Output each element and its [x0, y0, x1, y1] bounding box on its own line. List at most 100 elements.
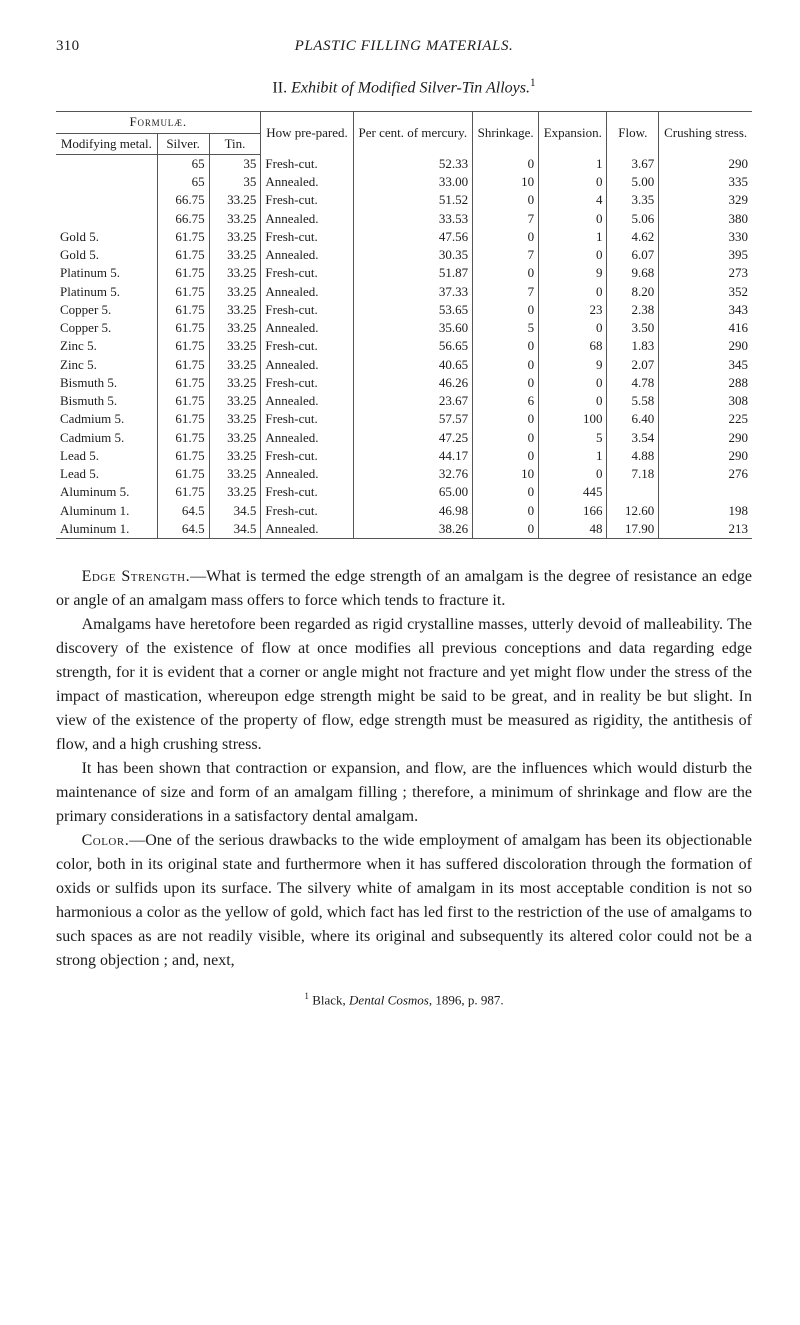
cell-expansion: 1: [539, 228, 607, 246]
cell-percent-mercury: 47.56: [353, 228, 473, 246]
cell-percent-mercury: 44.17: [353, 447, 473, 465]
cell-how-prepared: Fresh-cut.: [261, 502, 353, 520]
cell-expansion: 1: [539, 154, 607, 173]
cell-how-prepared: Fresh-cut.: [261, 301, 353, 319]
cell-shrinkage: 0: [473, 191, 539, 209]
table-row: Cadmium 5.61.7533.25Annealed.47.25053.54…: [56, 429, 752, 447]
table-row: Gold 5.61.7533.25Annealed.30.35706.07395: [56, 246, 752, 264]
th-percent-mercury: Per cent. of mercury.: [353, 112, 473, 155]
cell-shrinkage: 0: [473, 483, 539, 501]
cell-crushing-stress: 343: [659, 301, 752, 319]
cell-tin: 33.25: [209, 410, 261, 428]
cell-modifying-metal: Gold 5.: [56, 228, 157, 246]
cell-expansion: 0: [539, 465, 607, 483]
cell-tin: 35: [209, 154, 261, 173]
cell-flow: 7.18: [607, 465, 659, 483]
cell-tin: 34.5: [209, 520, 261, 539]
cell-flow: 4.88: [607, 447, 659, 465]
cell-flow: 3.54: [607, 429, 659, 447]
cell-flow: 17.90: [607, 520, 659, 539]
cell-tin: 33.25: [209, 465, 261, 483]
cell-tin: 33.25: [209, 246, 261, 264]
table-row: Copper 5.61.7533.25Fresh-cut.53.650232.3…: [56, 301, 752, 319]
table-caption: II. Exhibit of Modified Silver-Tin Alloy…: [56, 77, 752, 97]
cell-modifying-metal: Zinc 5.: [56, 337, 157, 355]
cell-crushing-stress: 290: [659, 429, 752, 447]
cell-modifying-metal: Bismuth 5.: [56, 392, 157, 410]
cell-expansion: 0: [539, 210, 607, 228]
cell-modifying-metal: [56, 154, 157, 173]
cell-how-prepared: Fresh-cut.: [261, 337, 353, 355]
cell-shrinkage: 0: [473, 374, 539, 392]
cell-tin: 33.25: [209, 264, 261, 282]
cell-flow: 5.06: [607, 210, 659, 228]
table-row: Aluminum 1.64.534.5Fresh-cut.46.98016612…: [56, 502, 752, 520]
cell-modifying-metal: Aluminum 1.: [56, 502, 157, 520]
cell-silver: 61.75: [157, 392, 209, 410]
cell-how-prepared: Annealed.: [261, 246, 353, 264]
cell-tin: 33.25: [209, 210, 261, 228]
cell-percent-mercury: 40.65: [353, 356, 473, 374]
cell-crushing-stress: [659, 483, 752, 501]
cell-percent-mercury: 46.26: [353, 374, 473, 392]
cell-modifying-metal: [56, 173, 157, 191]
table-row: 6535Fresh-cut.52.33013.67290: [56, 154, 752, 173]
footnote-post: , 1896, p. 987.: [429, 992, 504, 1007]
table-row: Aluminum 1.64.534.5Annealed.38.2604817.9…: [56, 520, 752, 539]
cell-modifying-metal: [56, 191, 157, 209]
cell-tin: 33.25: [209, 447, 261, 465]
cell-crushing-stress: 352: [659, 283, 752, 301]
cell-how-prepared: Fresh-cut.: [261, 374, 353, 392]
cell-modifying-metal: Aluminum 1.: [56, 520, 157, 539]
paragraph-contraction: It has been shown that contraction or ex…: [56, 757, 752, 829]
cell-expansion: 9: [539, 356, 607, 374]
th-tin: Tin.: [209, 133, 261, 154]
cell-shrinkage: 6: [473, 392, 539, 410]
cell-crushing-stress: 273: [659, 264, 752, 282]
cell-flow: 6.07: [607, 246, 659, 264]
page: 310 PLASTIC FILLING MATERIALS. 310 II. E…: [0, 0, 800, 1068]
cell-expansion: 0: [539, 283, 607, 301]
lead-color: Color.: [82, 832, 130, 849]
cell-shrinkage: 7: [473, 246, 539, 264]
cell-modifying-metal: Aluminum 5.: [56, 483, 157, 501]
cell-how-prepared: Fresh-cut.: [261, 264, 353, 282]
cell-shrinkage: 0: [473, 447, 539, 465]
cell-how-prepared: Fresh-cut.: [261, 483, 353, 501]
cell-percent-mercury: 33.53: [353, 210, 473, 228]
table-row: Bismuth 5.61.7533.25Annealed.23.67605.58…: [56, 392, 752, 410]
cell-tin: 35: [209, 173, 261, 191]
running-title: PLASTIC FILLING MATERIALS.: [295, 38, 514, 55]
th-flow: Flow.: [607, 112, 659, 155]
cell-percent-mercury: 35.60: [353, 319, 473, 337]
cell-flow: 3.50: [607, 319, 659, 337]
cell-percent-mercury: 30.35: [353, 246, 473, 264]
cell-how-prepared: Annealed.: [261, 465, 353, 483]
cell-silver: 61.75: [157, 319, 209, 337]
cell-shrinkage: 0: [473, 429, 539, 447]
cell-modifying-metal: Cadmium 5.: [56, 429, 157, 447]
cell-how-prepared: Annealed.: [261, 520, 353, 539]
th-how-prepared: How pre-pared.: [261, 112, 353, 155]
table-row: Copper 5.61.7533.25Annealed.35.60503.504…: [56, 319, 752, 337]
table-row: Bismuth 5.61.7533.25Fresh-cut.46.26004.7…: [56, 374, 752, 392]
cell-silver: 61.75: [157, 447, 209, 465]
cell-flow: 3.35: [607, 191, 659, 209]
cell-how-prepared: Fresh-cut.: [261, 154, 353, 173]
cell-crushing-stress: 290: [659, 154, 752, 173]
cell-crushing-stress: 276: [659, 465, 752, 483]
cell-crushing-stress: 345: [659, 356, 752, 374]
cell-percent-mercury: 57.57: [353, 410, 473, 428]
cell-percent-mercury: 37.33: [353, 283, 473, 301]
cell-shrinkage: 0: [473, 356, 539, 374]
paragraph-edge-strength: Edge Strength.—What is termed the edge s…: [56, 565, 752, 613]
cell-percent-mercury: 65.00: [353, 483, 473, 501]
table-head: Formulæ. How pre-pared. Per cent. of mer…: [56, 112, 752, 155]
cell-expansion: 0: [539, 374, 607, 392]
cell-silver: 66.75: [157, 191, 209, 209]
cell-flow: 5.58: [607, 392, 659, 410]
cell-crushing-stress: 290: [659, 447, 752, 465]
cell-modifying-metal: Zinc 5.: [56, 356, 157, 374]
cell-percent-mercury: 52.33: [353, 154, 473, 173]
cell-percent-mercury: 33.00: [353, 173, 473, 191]
